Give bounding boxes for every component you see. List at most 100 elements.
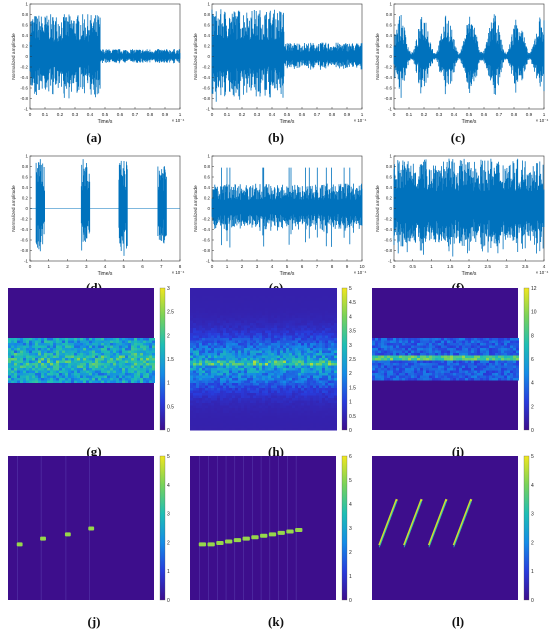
y-axis-label: Normalized amplitude xyxy=(11,185,17,232)
x-tick-label: 4 xyxy=(271,264,274,269)
colorbar-tick-label: 5 xyxy=(349,478,352,484)
x-tick-label: 3 xyxy=(256,264,259,269)
hop-segment xyxy=(64,532,71,537)
y-tick-label: -0.6 xyxy=(20,86,28,91)
y-tick-label: -0.4 xyxy=(202,75,210,80)
colorbar-tick-label: 0 xyxy=(167,598,170,604)
x-tick-label: 0.9 xyxy=(162,112,169,117)
x-exponent: × 10⁻⁴ xyxy=(354,270,367,275)
y-tick-label: 0.2 xyxy=(22,196,29,201)
y-tick-label: 0.6 xyxy=(204,175,211,180)
y-tick-label: 0.4 xyxy=(22,185,29,190)
x-tick-label: 0.7 xyxy=(496,112,503,117)
x-tick-label: 0 xyxy=(29,264,32,269)
spectrogram-cells xyxy=(372,338,519,381)
x-tick-label: 0.5 xyxy=(466,112,473,117)
x-tick-label: 3 xyxy=(505,264,508,269)
colorbar-tick-label: 2.5 xyxy=(349,357,356,363)
panel-i: 12 10 8 6 4 2 0 xyxy=(372,286,544,438)
y-tick-label: 0 xyxy=(26,206,29,211)
x-tick-label: 1 xyxy=(226,264,229,269)
y-axis-label: Normalized amplitude xyxy=(375,33,381,80)
hop-segment xyxy=(277,530,285,535)
y-tick-label: -0.4 xyxy=(20,227,28,232)
spectrogram-plot-j: 5 4 3 2 1 0 xyxy=(8,454,170,604)
x-tick-label: 0.8 xyxy=(147,112,154,117)
colorbar-tick-label: 3 xyxy=(167,512,170,518)
panel-label: (a) xyxy=(86,130,102,145)
spectrogram-cells xyxy=(8,338,155,383)
colorbar-tick-label: 6 xyxy=(531,357,534,363)
y-tick-label: -0.4 xyxy=(384,75,392,80)
chirp-shadow xyxy=(378,501,398,548)
y-tick-label: 0.4 xyxy=(386,33,393,38)
y-tick-label: 1 xyxy=(26,154,29,159)
signal-trace xyxy=(393,14,545,98)
y-tick-label: -1 xyxy=(24,107,28,112)
spectrogram-plot-i: 12 10 8 6 4 2 0 xyxy=(372,286,537,434)
panel-c: 0 0.1 0.2 0.3 0.4 0.5 0.6 0.7 0.8 0.9 1 Time/s × 10⁻… xyxy=(372,0,549,132)
hop-segment xyxy=(16,542,23,547)
panel-label: (h) xyxy=(268,444,284,459)
y-axis-label: Normalized amplitude xyxy=(375,185,381,232)
colorbar-tick-label: 1 xyxy=(167,381,170,387)
y-tick-label: 0.8 xyxy=(204,12,211,17)
y-tick-label: 0.6 xyxy=(386,23,393,28)
x-tick-label: 0.5 xyxy=(410,264,417,269)
waveform-plot-c: 0 0.1 0.2 0.3 0.4 0.5 0.6 0.7 0.8 0.9 1 Time/s × 10⁻… xyxy=(375,2,549,125)
hop-segment xyxy=(198,542,207,547)
signal-trace xyxy=(393,158,545,257)
colorbar-tick-label: 0 xyxy=(349,428,352,434)
chirp-segment xyxy=(378,498,398,546)
colorbar xyxy=(341,455,348,601)
y-tick-label: 0.4 xyxy=(22,33,29,38)
x-tick-label: 1 xyxy=(430,264,433,269)
colorbar-tick-label: 1.5 xyxy=(349,385,356,391)
y-tick-label: -0.6 xyxy=(202,86,210,91)
panel-label: (k) xyxy=(268,614,284,629)
colorbar xyxy=(523,287,530,431)
colorbar-tick-label: 2.5 xyxy=(167,310,174,316)
colorbar-tick-label: 1.5 xyxy=(167,357,174,363)
x-tick-label: 0 xyxy=(211,112,214,117)
signal-trace xyxy=(211,167,363,248)
colorbar-tick-label: 1 xyxy=(349,574,352,580)
waveform-plot-b: 0 0.1 0.2 0.3 0.4 0.5 0.6 0.7 0.8 0.9 1 Time/s × 10⁻… xyxy=(193,2,367,125)
colorbar-tick-label: 2 xyxy=(531,540,534,546)
hop-segment xyxy=(242,536,250,541)
y-tick-label: -0.8 xyxy=(20,248,28,253)
colorbar-tick-label: 3 xyxy=(349,343,352,349)
hop-segment xyxy=(233,538,242,543)
x-tick-label: 1 xyxy=(47,264,50,269)
colorbar-tick-label: 5 xyxy=(167,454,170,460)
x-tick-label: 1.5 xyxy=(447,264,454,269)
y-tick-label: 1 xyxy=(390,2,393,7)
waveform-plot-e: 0 1 2 3 4 5 6 7 8 9 10 Time/s × 10⁻⁴ 1 0.8 0.6 0.4 0.2 0 -0… xyxy=(193,154,367,277)
x-tick-label: 5 xyxy=(122,264,125,269)
waveform-plot-d: 0 1 2 3 4 5 6 7 8 Time/s × 10⁻⁴ 1 0.8 0.6 0.4 0.2 0 -0.2 -… xyxy=(11,154,185,277)
colorbar-tick-label: 3 xyxy=(167,286,170,292)
panel-k: 6 5 4 3 2 1 0 xyxy=(190,454,362,608)
x-tick-label: 2.5 xyxy=(485,264,492,269)
y-tick-label: -0.6 xyxy=(384,86,392,91)
y-tick-label: -0.2 xyxy=(20,217,28,222)
x-tick-label: 6 xyxy=(141,264,144,269)
x-tick-label: 0.6 xyxy=(299,112,306,117)
y-tick-label: -0.8 xyxy=(202,248,210,253)
y-tick-label: 0.2 xyxy=(386,44,393,49)
hop-segment xyxy=(251,535,259,540)
panel-h: 5 4.5 4 3.5 3 2.5 2 1.5 1 0.5 0 xyxy=(190,286,362,438)
y-tick-label: 1 xyxy=(26,2,29,7)
x-tick-label: 0.2 xyxy=(57,112,64,117)
y-tick-label: 0.6 xyxy=(22,175,29,180)
y-tick-label: -0.6 xyxy=(202,238,210,243)
x-exponent: × 10⁻⁴ xyxy=(536,118,549,123)
colorbar-tick-label: 0 xyxy=(531,598,534,604)
hop-segment xyxy=(268,532,277,537)
panel-label: (l) xyxy=(451,614,465,629)
colorbar-tick-label: 4 xyxy=(167,483,170,489)
y-tick-label: -0.2 xyxy=(202,217,210,222)
chirp-shadow xyxy=(428,501,447,548)
x-axis-label: Time/s xyxy=(462,271,477,277)
y-tick-label: 0.6 xyxy=(204,23,211,28)
